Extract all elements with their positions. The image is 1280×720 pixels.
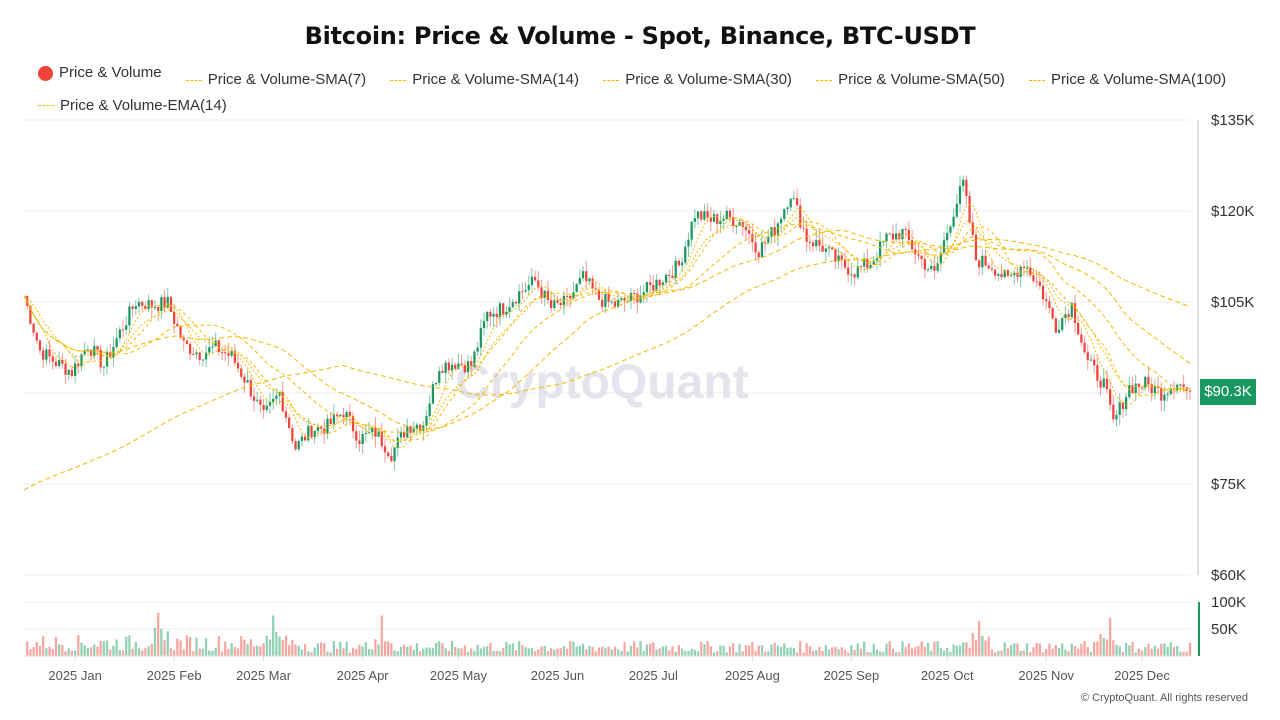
legend-label: Price & Volume-EMA(14): [60, 96, 227, 114]
legend-label: Price & Volume: [59, 64, 162, 81]
volume-tick-label: 100K: [1211, 594, 1246, 611]
legend-label: Price & Volume-SMA(14): [412, 71, 580, 88]
moving-average-lines: [23, 203, 1191, 491]
dashed-line-icon: [1029, 79, 1045, 81]
legend-item-sma50[interactable]: Price & Volume-SMA(50): [816, 69, 1005, 91]
legend-item-sma30[interactable]: Price & Volume-SMA(30): [603, 69, 792, 91]
price-tick-label: $135K: [1211, 112, 1254, 129]
dashed-line-icon: [816, 79, 833, 81]
time-axis: 2025 Jan 2025 Feb 2025 Mar 2025 Apr 2025 May…: [48, 656, 1170, 683]
legend-item-price-volume[interactable]: Price & Volume: [38, 62, 162, 84]
watermark: CryptoQuant: [455, 356, 748, 409]
month-tick-label: 2025 Mar: [236, 668, 292, 683]
month-tick-label: 2025 Sep: [824, 668, 880, 683]
volume-axis: 100K 50K: [1198, 594, 1246, 656]
month-tick-label: 2025 Nov: [1018, 668, 1074, 683]
dotted-line-icon: [38, 105, 54, 106]
copyright-footer: © CryptoQuant. All rights reserved: [1080, 692, 1248, 704]
month-tick-label: 2025 Oct: [921, 668, 974, 683]
chart-legend: Price & Volume Price & Volume-SMA(7) Pri…: [38, 62, 1268, 117]
legend-label: Price & Volume-SMA(30): [625, 71, 792, 88]
current-price-badge: $90.3K: [1200, 379, 1256, 405]
legend-label: Price & Volume-SMA(100): [1051, 71, 1227, 88]
legend-label: Price & Volume-SMA(7): [207, 71, 367, 88]
legend-item-ema14[interactable]: Price & Volume-EMA(14): [38, 95, 227, 117]
red-dot-icon: [38, 65, 53, 81]
month-tick-label: 2025 Jul: [629, 668, 678, 683]
price-tick-label: $105K: [1211, 294, 1254, 311]
dotted-line-icon: [185, 79, 202, 81]
grid-lines: [24, 119, 1190, 576]
month-tick-label: 2025 Jan: [48, 668, 102, 683]
price-axis: $135K $120K $105K $75K $60K: [1197, 112, 1254, 584]
legend-item-sma100[interactable]: Price & Volume-SMA(100): [1029, 69, 1226, 91]
price-tick-label: $120K: [1211, 203, 1254, 220]
volume-tick-label: 50K: [1211, 621, 1238, 638]
legend-item-sma7[interactable]: Price & Volume-SMA(7): [185, 69, 367, 91]
dashed-line-icon: [603, 79, 620, 81]
month-tick-label: 2025 May: [430, 668, 488, 683]
price-tick-label: $60K: [1211, 567, 1246, 584]
price-tick-label: $75K: [1211, 476, 1246, 493]
month-tick-label: 2025 Dec: [1114, 668, 1170, 683]
month-tick-label: 2025 Apr: [337, 668, 390, 683]
legend-label: Price & Volume-SMA(50): [838, 71, 1005, 88]
month-tick-label: 2025 Aug: [725, 668, 780, 683]
chart-title: Bitcoin: Price & Volume - Spot, Binance,…: [304, 22, 976, 50]
month-tick-label: 2025 Feb: [147, 668, 202, 683]
month-tick-label: 2025 Jun: [531, 668, 585, 683]
volume-bars: [24, 601, 1192, 657]
legend-item-sma14[interactable]: Price & Volume-SMA(14): [390, 69, 579, 91]
dashed-line-icon: [390, 79, 407, 81]
candlestick-series: [26, 175, 1192, 471]
